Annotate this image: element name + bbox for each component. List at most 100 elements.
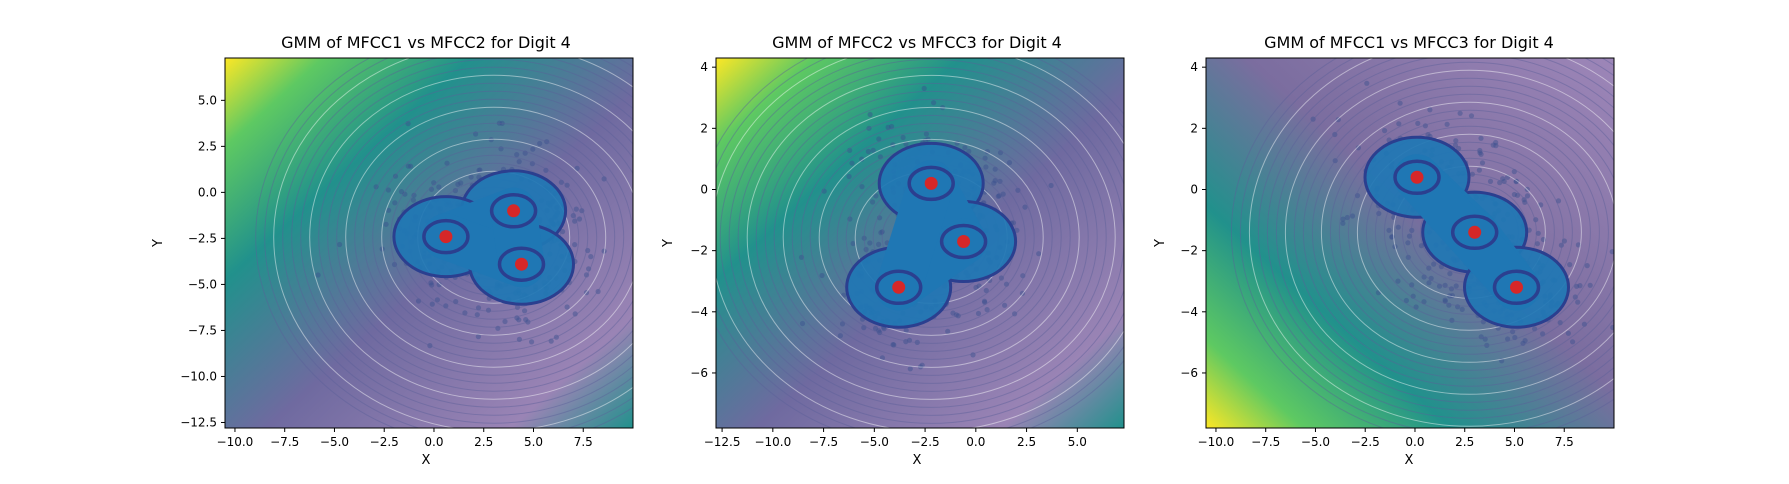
scatter-point (429, 282, 435, 288)
scatter-point (428, 186, 435, 192)
subplot-3-xlabel: X (1405, 453, 1414, 468)
scatter-point (1459, 306, 1465, 312)
contour-line (255, 58, 633, 428)
subplot-1-xlabel: X (422, 453, 431, 468)
scatter-point (903, 327, 909, 333)
scatter-point (373, 184, 379, 190)
scatter-point (1446, 302, 1452, 308)
scatter-point (1397, 100, 1403, 106)
scatter-point (455, 181, 461, 187)
gmm-center-point (515, 257, 528, 271)
scatter-point (427, 343, 433, 349)
scatter-point (436, 184, 442, 190)
axes-frame (1205, 57, 1615, 429)
scatter-point (919, 362, 925, 368)
y-tick-label: 4 (700, 60, 708, 74)
scatter-point (799, 320, 806, 327)
scatter-point (514, 304, 521, 310)
y-tick-label: 2.5 (198, 139, 217, 153)
scatter-point (870, 199, 876, 205)
x-tick-label: −5.0 (860, 435, 889, 449)
scatter-point (953, 312, 960, 318)
scatter-point (1421, 299, 1427, 305)
scatter-point (903, 339, 909, 345)
contour-line (791, 114, 1071, 360)
contour-line (1284, 69, 1614, 395)
scatter-point (973, 284, 979, 291)
scatter-point (473, 131, 479, 137)
scatter-point (1340, 216, 1346, 222)
gmm-center-point (507, 204, 521, 218)
scatter-point (488, 137, 494, 143)
gmm-center-point (1410, 170, 1424, 184)
y-tick-label: −4 (1180, 305, 1198, 319)
contour-line (728, 58, 1124, 416)
subplot-3-plot-area: −10.0 −7.5 −5.0 −2.5 0.0 2.5 5.0 7.5 4 2 0 −2 −4 −6 (1180, 57, 1615, 449)
scatter-point (970, 352, 976, 358)
x-tick-label: −10.0 (1198, 435, 1235, 449)
scatter-point (1444, 121, 1450, 127)
scatter-point (1533, 217, 1539, 223)
scatter-point (525, 319, 531, 325)
scatter-point (1482, 336, 1488, 342)
subplot-2-ylabel: Y (661, 239, 676, 248)
scatter-point (1413, 304, 1419, 310)
scatter-point (846, 173, 852, 180)
scatter-point (1557, 320, 1563, 326)
scatter-point (867, 111, 873, 118)
scatter-point (476, 167, 482, 173)
scatter-point (398, 189, 405, 195)
scatter-point (516, 336, 523, 342)
scatter-point (861, 235, 867, 241)
subplot-1: GMM of MFCC1 vs MFCC2 for Digit 4 X Y −1… (151, 33, 634, 468)
scatter-point (1000, 191, 1006, 197)
scatter-point (408, 163, 414, 169)
contour-line (390, 146, 598, 328)
contour-line (755, 82, 1107, 392)
x-tick-label: −7.5 (270, 435, 299, 449)
scatter-point (1332, 158, 1338, 164)
scatter-point (1478, 135, 1484, 141)
scatter-point (966, 148, 972, 154)
scatter-point (841, 292, 847, 298)
scatter-point (1513, 178, 1519, 184)
scatter-point (1521, 197, 1527, 203)
scatter-point (576, 216, 583, 222)
scatter-point (411, 192, 417, 198)
scatter-point (1469, 171, 1475, 177)
scatter-point (431, 180, 437, 186)
x-tick-label: −10.0 (217, 435, 254, 449)
core-bridge (490, 187, 545, 288)
scatter-point (572, 242, 578, 248)
scatter-point (890, 142, 896, 148)
gmm-center-point (924, 176, 938, 190)
scatter-point (1442, 297, 1448, 303)
scatter-point (1375, 290, 1381, 296)
scatter-point (1391, 214, 1397, 220)
scatter-point (878, 230, 884, 236)
scatter-point (502, 318, 508, 325)
scatter-point (891, 342, 897, 348)
contour-line (1338, 117, 1600, 347)
scatter-point (474, 312, 480, 318)
scatter-point (572, 311, 578, 317)
core-contour (907, 165, 955, 202)
x-tick-label: −12.5 (704, 435, 741, 449)
scatter-point (954, 140, 960, 146)
scatter-point (987, 277, 993, 283)
scatter-point (1036, 251, 1042, 257)
y-tick-label: −7.5 (188, 323, 217, 337)
density-contours (716, 58, 1124, 428)
scatter-point (543, 167, 549, 173)
scatter-point (903, 141, 909, 147)
scatter-point (940, 105, 946, 111)
scatter-point (1382, 128, 1388, 134)
scatter-point (579, 208, 585, 214)
scatter-point (1428, 275, 1434, 281)
scatter-point (1479, 160, 1486, 166)
scatter-point (991, 180, 997, 186)
scatter-point (945, 328, 951, 334)
x-tick-label: −7.5 (809, 435, 838, 449)
scatter-point (931, 100, 937, 106)
